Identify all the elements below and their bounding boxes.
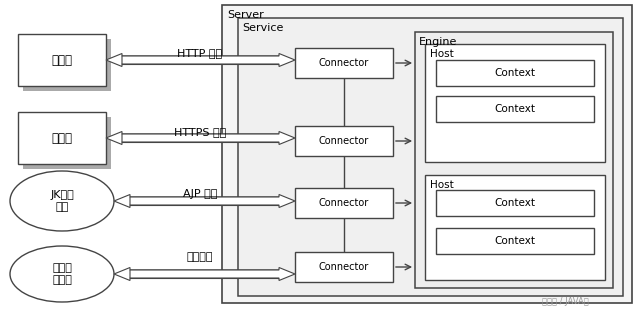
Ellipse shape <box>10 171 114 231</box>
Text: Connector: Connector <box>319 58 369 68</box>
Text: 头条号 / JAVA馆: 头条号 / JAVA馆 <box>541 298 588 307</box>
Text: Host: Host <box>430 49 454 59</box>
Text: JK连接
程序: JK连接 程序 <box>50 190 74 212</box>
Polygon shape <box>130 194 295 207</box>
Text: HTTPS 协议: HTTPS 协议 <box>174 127 226 137</box>
Bar <box>23 39 111 91</box>
Text: Service: Service <box>242 23 284 33</box>
Polygon shape <box>106 54 279 67</box>
Text: 浏览器: 浏览器 <box>51 131 72 144</box>
Text: Connector: Connector <box>319 198 369 208</box>
Bar <box>425 175 605 280</box>
Bar <box>295 48 393 78</box>
Bar <box>122 56 279 64</box>
Bar <box>436 96 594 122</box>
Polygon shape <box>122 54 295 67</box>
Bar <box>18 34 106 86</box>
Text: 其他连
接程序: 其他连 接程序 <box>52 263 72 285</box>
Bar <box>436 190 594 216</box>
Bar <box>122 134 279 142</box>
Polygon shape <box>122 131 295 144</box>
Bar <box>23 117 111 169</box>
Bar <box>238 18 623 296</box>
Text: Engine: Engine <box>419 37 458 47</box>
Bar <box>415 32 613 288</box>
Text: Context: Context <box>495 236 536 246</box>
Bar <box>18 112 106 164</box>
Text: 浏览器: 浏览器 <box>51 54 72 67</box>
Bar <box>425 44 605 162</box>
Bar <box>436 228 594 254</box>
Text: HTTP 协议: HTTP 协议 <box>177 48 223 58</box>
Text: Context: Context <box>495 68 536 78</box>
Text: Connector: Connector <box>319 262 369 272</box>
Polygon shape <box>114 194 279 207</box>
Text: Context: Context <box>495 104 536 114</box>
Polygon shape <box>130 268 295 281</box>
Bar <box>436 60 594 86</box>
Text: AJP 协议: AJP 协议 <box>183 189 217 199</box>
Text: 其他协议: 其他协议 <box>187 252 213 262</box>
Bar <box>130 270 279 278</box>
Polygon shape <box>114 268 279 281</box>
Text: Server: Server <box>227 10 264 20</box>
Text: Connector: Connector <box>319 136 369 146</box>
Text: Host: Host <box>430 180 454 190</box>
Bar <box>130 197 279 205</box>
Text: Context: Context <box>495 198 536 208</box>
Ellipse shape <box>10 246 114 302</box>
Bar <box>295 252 393 282</box>
Bar <box>222 5 632 303</box>
Bar <box>295 188 393 218</box>
Polygon shape <box>106 131 279 144</box>
Bar <box>295 126 393 156</box>
